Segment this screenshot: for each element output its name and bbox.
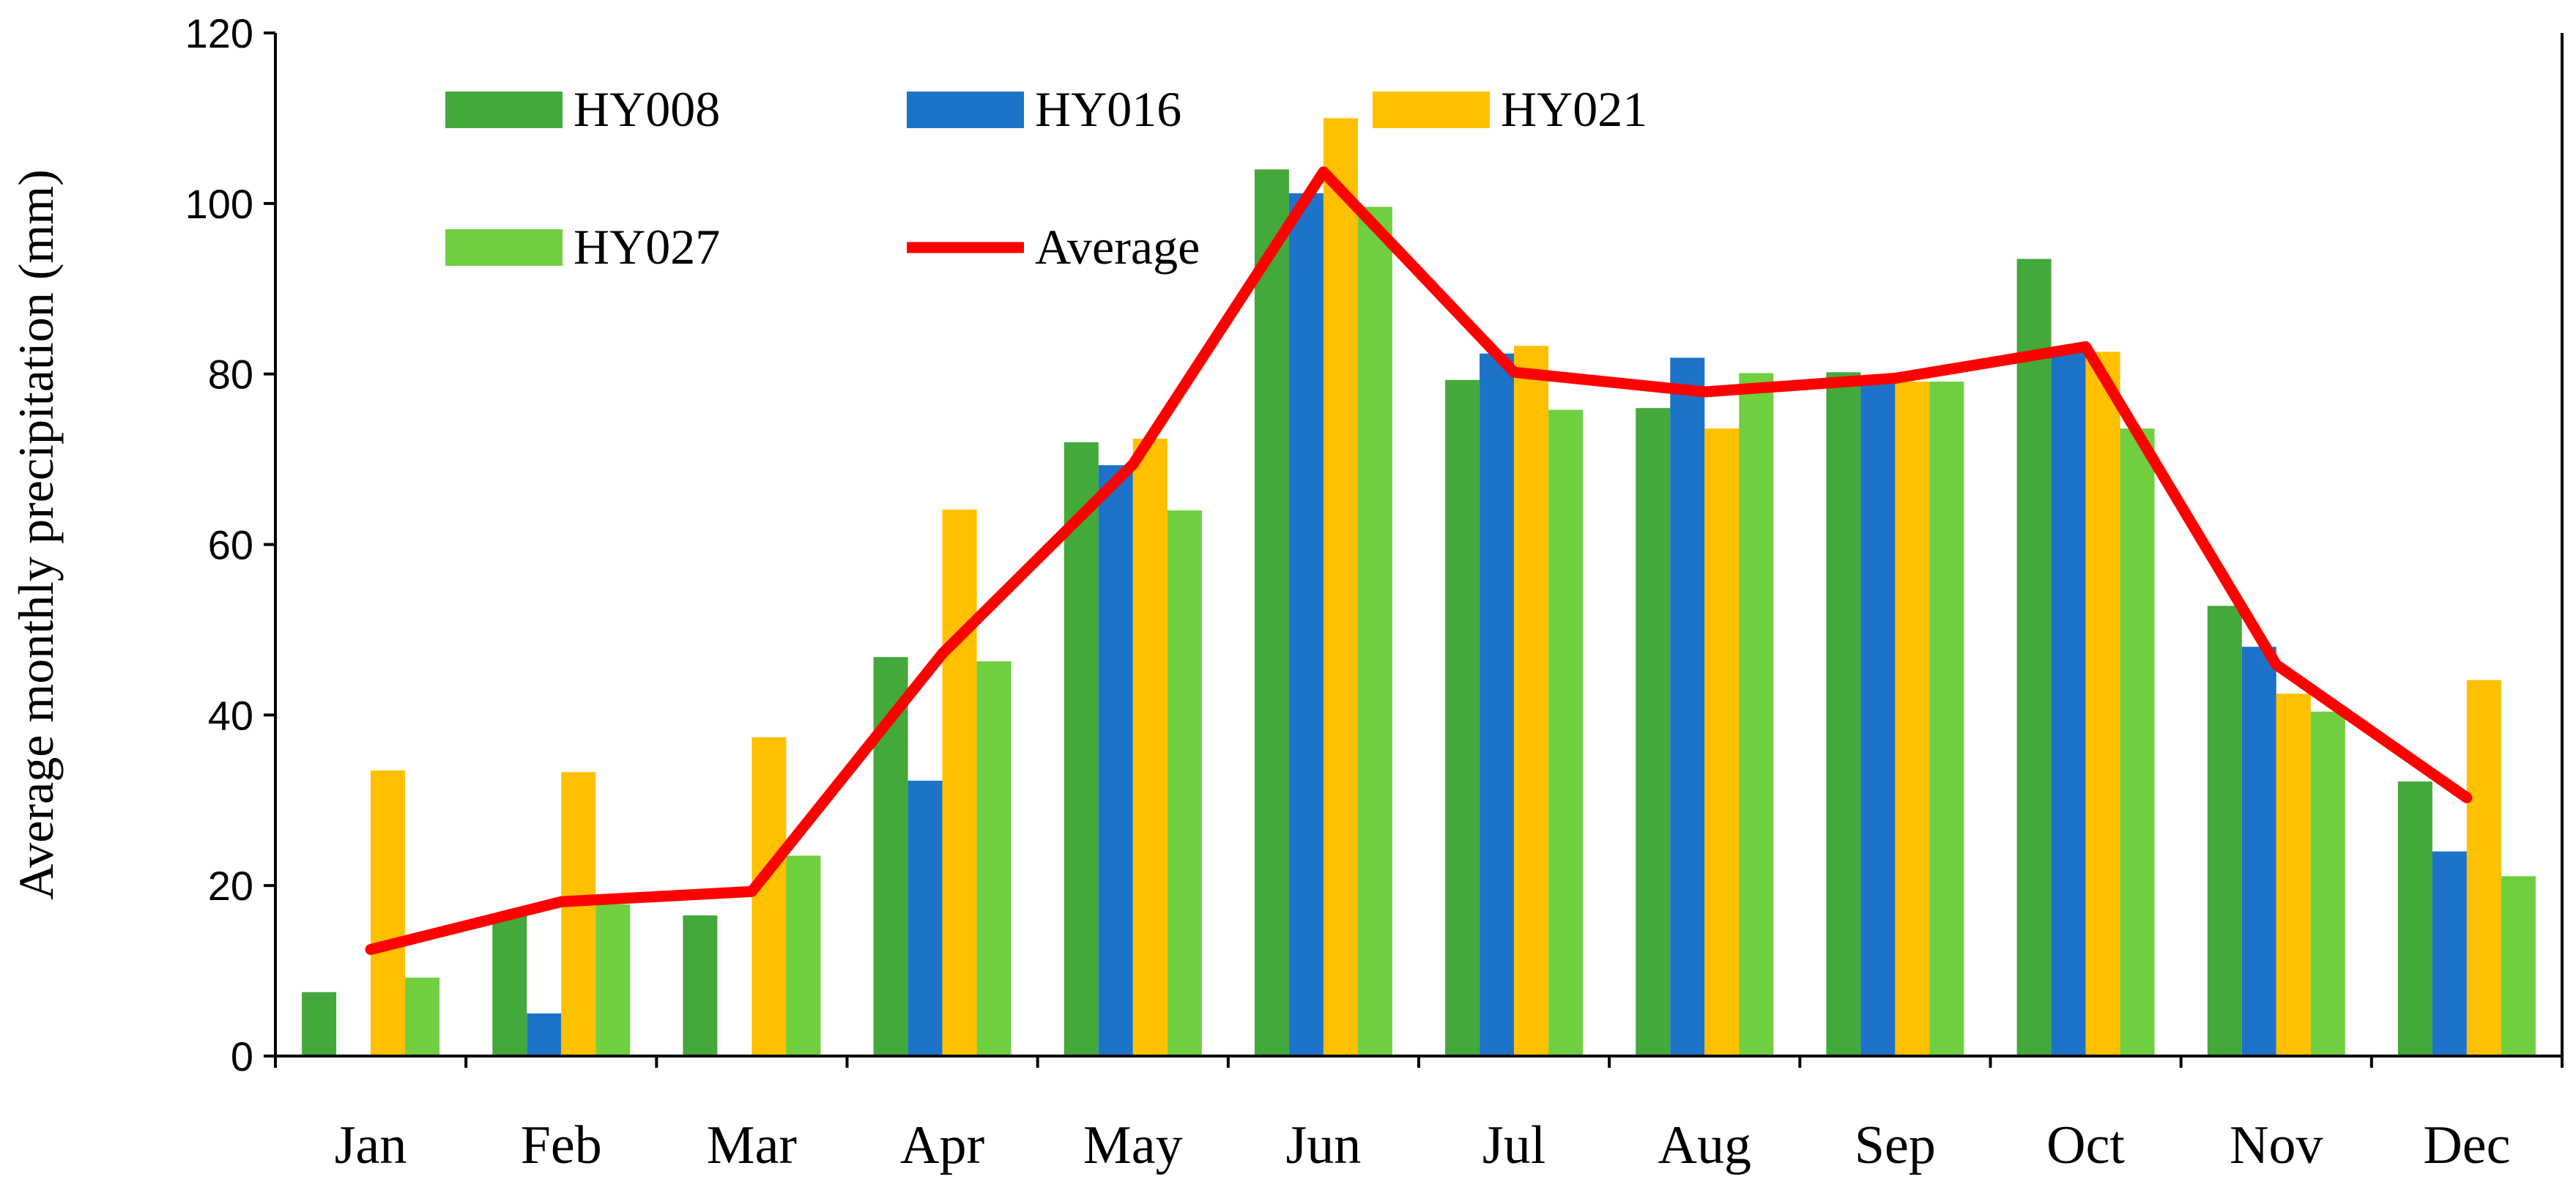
bar-hy016-jun [1288,193,1324,1056]
legend-swatch-hy027 [445,229,563,266]
legend-item-hy027: HY027 [445,219,720,275]
y-tick-label: 20 [208,863,253,909]
bar-hy016-sep [1860,376,1896,1056]
x-tick-label-sep: Sep [1855,1115,1936,1175]
y-tick-label: 100 [185,181,253,227]
legend-label-hy016: HY016 [1035,81,1181,137]
bar-hy027-feb [595,904,631,1056]
bar-hy008-may [1064,442,1099,1056]
line-average [365,166,2473,955]
bar-hy016-aug [1670,357,1705,1056]
bar-hy027-mar [786,855,821,1056]
legend-swatch-hy008 [445,92,563,128]
legend: HY008 HY016 HY021 HY027 Average [445,81,1647,275]
bar-hy008-oct [2016,259,2052,1056]
bar-hy027-jan [405,977,440,1056]
bar-hy021-nov [2276,694,2311,1056]
bar-hy027-jun [1357,207,1392,1056]
legend-label-hy027: HY027 [574,219,720,275]
x-tick-label-jul: Jul [1482,1115,1545,1175]
bar-hy021-jan [371,770,406,1056]
x-tick-label-aug: Aug [1658,1115,1751,1175]
legend-item-average: Average [907,219,1200,275]
x-tick-label-feb: Feb [521,1115,602,1175]
y-tick-label: 40 [208,692,253,738]
bar-hy021-jul [1514,346,1549,1056]
bar-hy008-jan [302,992,337,1056]
bar-hy016-may [1098,465,1133,1056]
bar-hy027-aug [1739,373,1774,1056]
x-tick-label-oct: Oct [2046,1115,2125,1175]
bars-layer [302,118,2536,1056]
bar-hy016-feb [527,1013,562,1056]
x-tick-label-dec: Dec [2423,1115,2510,1175]
bar-hy027-apr [976,661,1012,1056]
x-tick-label-jan: Jan [335,1115,407,1175]
legend-item-hy008: HY008 [445,81,720,137]
legend-label-hy008: HY008 [574,81,720,137]
bar-hy027-dec [2501,876,2536,1056]
bar-hy021-mar [751,737,787,1056]
bar-hy008-sep [1826,372,1861,1056]
bar-hy008-jun [1254,169,1289,1056]
bar-hy016-nov [2241,647,2276,1056]
bar-hy021-sep [1895,382,1930,1056]
bar-hy008-feb [492,915,527,1056]
bar-hy027-jul [1548,409,1584,1056]
y-tick-label: 60 [208,522,253,568]
bar-hy008-mar [683,915,718,1056]
x-tick-label-nov: Nov [2230,1115,2323,1175]
legend-swatch-hy016 [907,92,1024,128]
bar-hy021-jun [1323,118,1358,1056]
bar-hy027-nov [2310,711,2345,1056]
bar-hy016-apr [907,781,943,1056]
legend-item-hy016: HY016 [907,81,1181,137]
bar-hy016-oct [2051,348,2086,1056]
x-tick-label-may: May [1083,1115,1183,1175]
bar-hy027-sep [1929,382,1964,1056]
axes-layer: 0 20 40 60 80 100 120 Jan Feb Mar Apr May Jun Jul Aug S… [185,10,2564,1175]
bar-hy021-may [1132,439,1168,1056]
legend-swatch-hy021 [1373,92,1490,128]
legend-item-hy021: HY021 [1373,81,1647,137]
bar-hy008-nov [2207,606,2242,1056]
bar-hy016-dec [2432,851,2467,1056]
y-tick-label: 0 [231,1033,253,1079]
bar-hy021-feb [561,772,596,1056]
x-tick-label-mar: Mar [707,1115,797,1175]
bar-hy021-apr [942,509,977,1056]
bar-hy016-jul [1480,353,1515,1056]
bar-hy008-jul [1445,379,1480,1056]
y-tick-label: 120 [185,10,253,56]
legend-label-hy021: HY021 [1501,81,1647,137]
x-tick-label-jun: Jun [1286,1115,1362,1175]
y-tick-label: 80 [208,352,253,398]
bar-hy027-oct [2120,428,2155,1056]
bar-hy008-aug [1636,408,1671,1056]
legend-label-average: Average [1035,219,1200,275]
bar-hy021-aug [1704,428,1740,1056]
bar-hy021-oct [2085,352,2120,1056]
y-axis-label: Average monthly precipitation (mm) [8,169,64,900]
bar-hy027-may [1167,510,1202,1056]
x-tick-label-apr: Apr [900,1115,984,1175]
bar-hy008-dec [2397,781,2432,1056]
average-line-layer [365,166,2473,955]
bar-hy021-dec [2466,680,2501,1056]
